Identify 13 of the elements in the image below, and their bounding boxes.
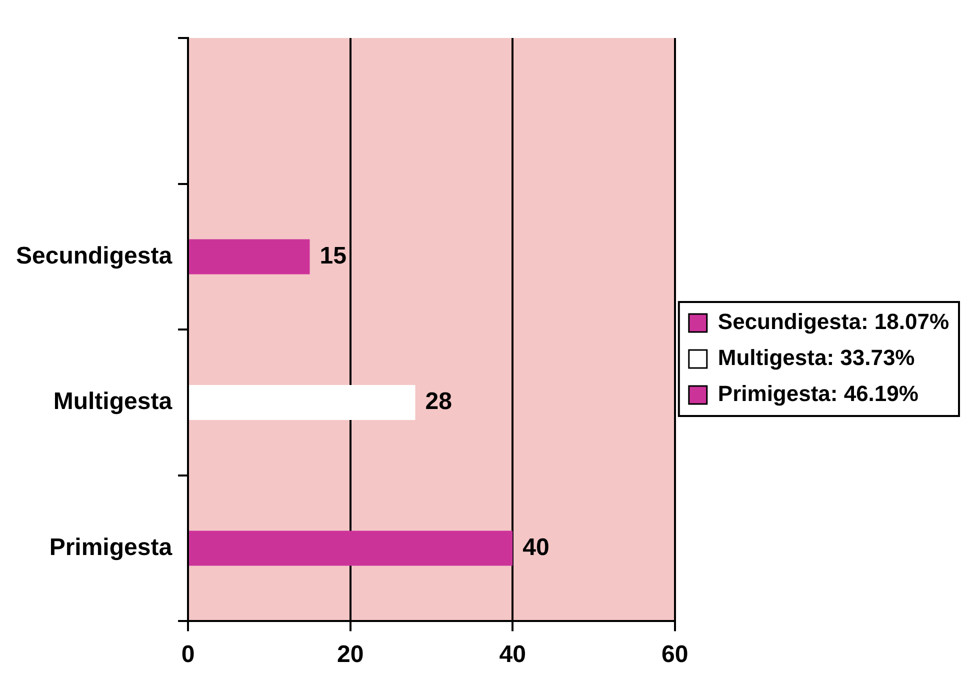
y-tick-label: Primigesta bbox=[49, 534, 173, 561]
y-tick-label: Multigesta bbox=[53, 388, 173, 416]
data-label: 28 bbox=[425, 388, 452, 416]
legend-label: Primigesta: 46.19% bbox=[718, 381, 918, 406]
data-label: 15 bbox=[320, 242, 346, 270]
x-tick-label: 20 bbox=[336, 641, 364, 668]
x-tick-label: 40 bbox=[499, 641, 526, 668]
x-tick-label: 0 bbox=[181, 641, 195, 668]
legend-label: Multigesta: 33.73% bbox=[718, 345, 915, 370]
x-tick-label: 60 bbox=[662, 641, 688, 668]
legend-label: Secundigesta: 18.07% bbox=[718, 309, 950, 334]
y-tick-label: Secundigesta bbox=[16, 242, 173, 270]
data-label: 40 bbox=[522, 534, 550, 561]
